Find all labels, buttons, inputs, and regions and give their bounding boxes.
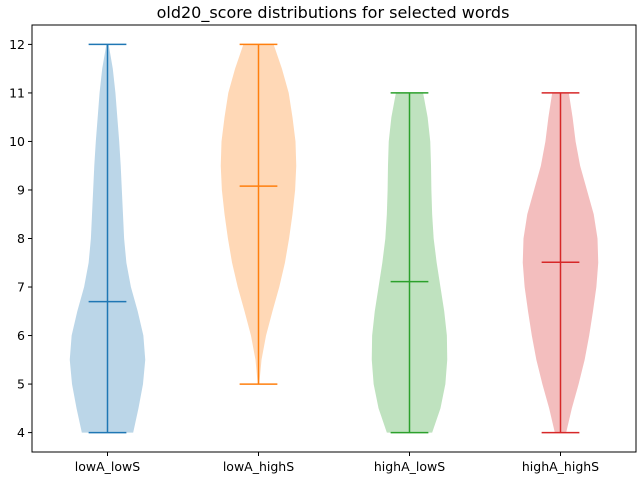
y-tick-label: 8 [17,231,25,246]
y-tick-label: 4 [17,425,25,440]
x-tick-label: highA_lowS [374,459,445,474]
chart-title: old20_score distributions for selected w… [157,3,510,23]
plot-frame [31,24,637,453]
y-tick-label: 9 [17,182,25,197]
x-tick-label: highA_highS [522,459,599,474]
y-axis: 4 5 6 7 8 9 10 11 12 [9,37,32,440]
stat-lines-group [88,43,580,434]
x-axis: lowA_lowS lowA_highS highA_lowS highA_highS [75,452,599,474]
x-tick-label: lowA_highS [223,459,294,474]
x-tick-label: lowA_lowS [75,459,140,474]
y-tick-label: 5 [17,377,25,392]
y-tick-label: 10 [9,134,25,149]
y-tick-label: 6 [17,328,25,343]
y-tick-label: 11 [9,85,25,100]
violins-group [69,44,599,433]
y-tick-label: 7 [17,280,25,295]
y-tick-label: 12 [9,37,25,52]
